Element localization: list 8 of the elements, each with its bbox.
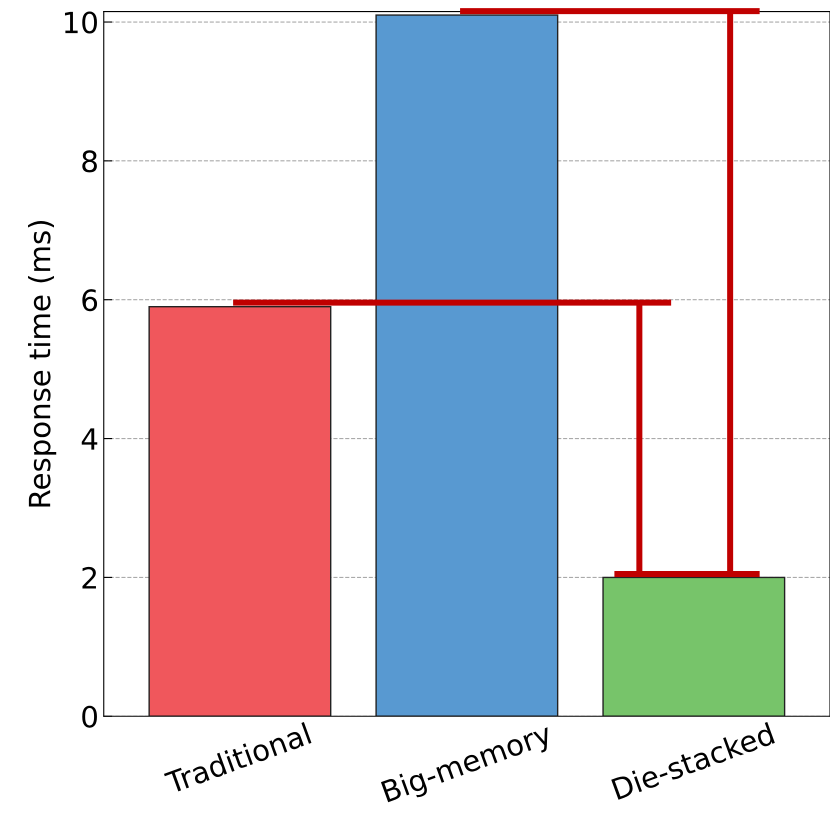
- y-tick-label: 0: [82, 706, 97, 728]
- y-tick-label: 2: [82, 566, 96, 588]
- y-tick-label: 8: [82, 150, 97, 172]
- y-tick-label: 6: [82, 289, 98, 312]
- y-tick-label: 4: [82, 428, 98, 450]
- bar: [602, 576, 786, 716]
- y-axis-title: Response time (ms): [28, 220, 56, 507]
- y-tick-label: 10: [64, 11, 97, 34]
